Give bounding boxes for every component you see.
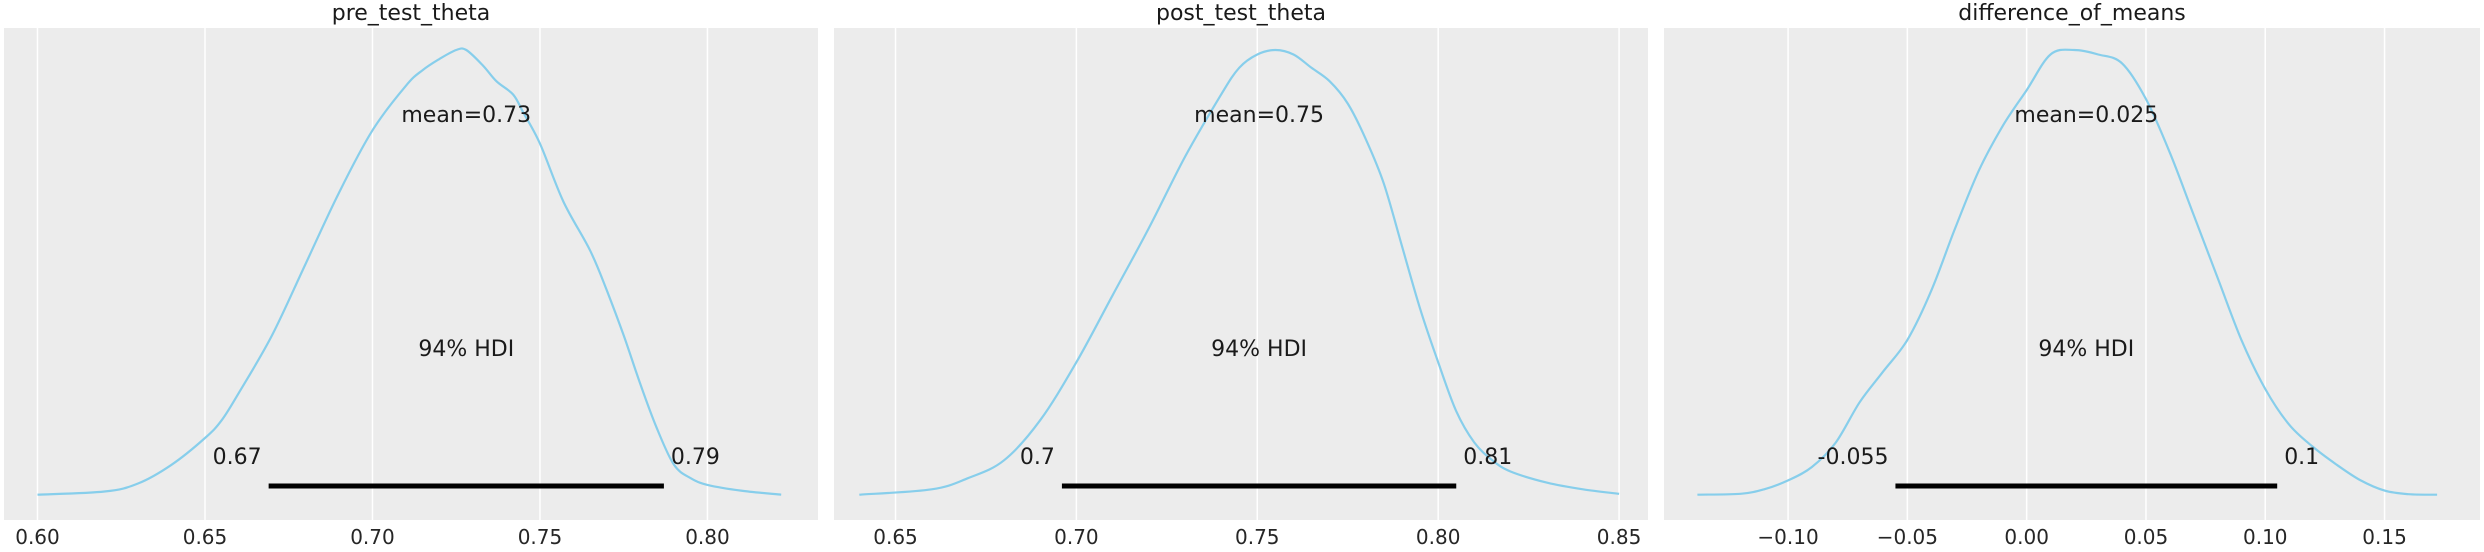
x-tick-label: 0.70	[350, 525, 395, 549]
x-tick-label: 0.80	[1416, 525, 1461, 549]
hdi-high-label: 0.81	[1463, 445, 1512, 470]
hdi-low-label: 0.67	[213, 445, 262, 470]
x-tick-label: −0.10	[1757, 525, 1818, 549]
panel-pre-test-theta: 0.60 0.65 0.70 0.75 0.80 0.67 0.79 94% HDI mean=…	[4, 1, 818, 549]
x-tick-label: 0.00	[2004, 525, 2049, 549]
x-tick-label: 0.60	[15, 525, 60, 549]
panel-difference-of-means: −0.10 −0.05 0.00 0.05 0.10 0.15 -0.055 0.1 94% H…	[1664, 1, 2480, 549]
panel-title: difference_of_means	[1958, 1, 2186, 26]
plot-area	[834, 28, 1648, 520]
mean-label: mean=0.025	[2014, 103, 2158, 128]
x-tick-label: 0.65	[873, 525, 918, 549]
hdi-high-label: 0.79	[671, 445, 720, 470]
hdi-label: 94% HDI	[418, 337, 514, 362]
hdi-label: 94% HDI	[2038, 337, 2134, 362]
x-tick-label: 0.15	[2362, 525, 2407, 549]
hdi-low-label: 0.7	[1020, 445, 1055, 470]
x-tick-label: 0.10	[2243, 525, 2288, 549]
mean-label: mean=0.75	[1194, 103, 1324, 128]
panel-post-test-theta: 0.65 0.70 0.75 0.80 0.85 0.7 0.81 94% HDI mean=0…	[834, 1, 1648, 549]
x-tick-label: 0.05	[2124, 525, 2169, 549]
posterior-density-curve	[1697, 48, 2438, 496]
x-tick-label: 0.75	[1235, 525, 1280, 549]
posterior-density-curve	[37, 47, 782, 496]
posterior-density-curve	[859, 48, 1620, 496]
hdi-high-label: 0.1	[2284, 445, 2319, 470]
x-tick-label: 0.75	[518, 525, 563, 549]
x-tick-label: 0.70	[1054, 525, 1099, 549]
x-tick-label: 0.65	[183, 525, 228, 549]
plot-area	[1664, 28, 2480, 520]
hdi-label: 94% HDI	[1211, 337, 1307, 362]
x-tick-label: 0.80	[685, 525, 730, 549]
x-tick-label: 0.85	[1597, 525, 1642, 549]
plot-area	[4, 28, 818, 520]
mean-label: mean=0.73	[401, 103, 531, 128]
hdi-low-label: -0.055	[1818, 445, 1889, 470]
panel-title: post_test_theta	[1156, 1, 1326, 26]
x-tick-label: −0.05	[1877, 525, 1938, 549]
panel-title: pre_test_theta	[332, 1, 491, 26]
